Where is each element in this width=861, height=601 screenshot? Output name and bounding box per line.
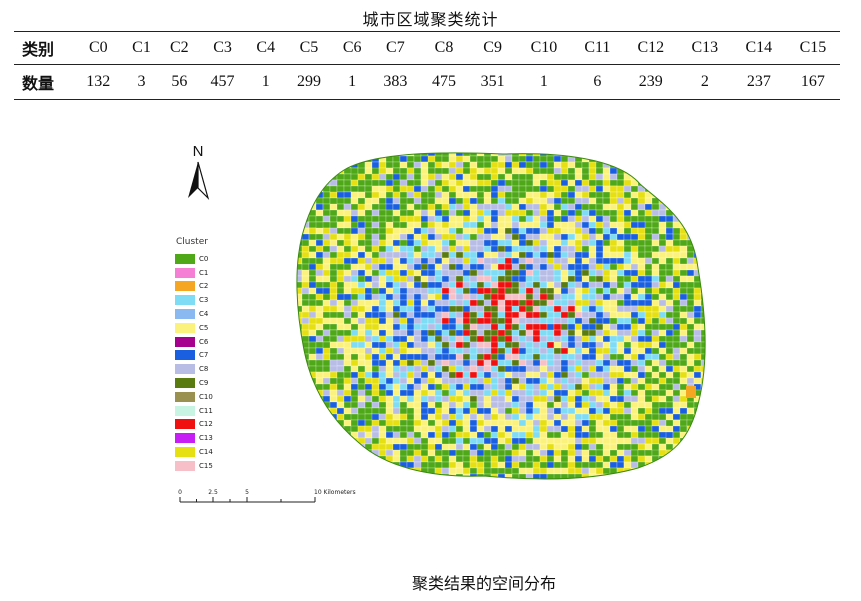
legend-swatch — [175, 433, 195, 444]
count-cell-c12: 239 — [623, 64, 678, 100]
legend-label: C2 — [199, 282, 209, 291]
legend-label: C11 — [199, 406, 213, 415]
north-label: N — [193, 143, 204, 160]
category-cell-c6: C6 — [333, 31, 372, 65]
legend-swatch — [175, 309, 195, 320]
legend-label: C12 — [199, 420, 213, 429]
scale-bar: 0 2.5 5 10 Kilometers — [178, 489, 356, 503]
category-cell-c8: C8 — [419, 31, 469, 65]
category-cell-c1: C1 — [122, 31, 161, 65]
legend-swatch — [175, 267, 195, 278]
legend-item-c2: C2 — [175, 280, 235, 294]
category-cell-c14: C14 — [731, 31, 786, 65]
count-cell-c14: 237 — [731, 64, 786, 100]
legend-swatch — [175, 378, 195, 389]
category-cell-c12: C12 — [623, 31, 678, 65]
legend-label: C8 — [199, 365, 209, 374]
legend-swatch — [175, 322, 195, 333]
cluster-count-table: 类别 C0 C1 C2 C3 C4 C5 C6 C7 C8 C9 C10 C11 C12 C13 C14 C1… — [14, 31, 840, 100]
count-cell-c6: 1 — [333, 64, 372, 100]
legend-label: C4 — [199, 310, 209, 319]
count-cell-c13: 2 — [677, 64, 732, 100]
category-cell-c4: C4 — [246, 31, 285, 65]
legend-item-c6: C6 — [175, 335, 235, 349]
category-cell-c2: C2 — [160, 31, 199, 65]
count-cell-c0: 132 — [74, 64, 123, 100]
legend-item-c13: C13 — [175, 431, 235, 445]
table-count-row: 数量 132 3 56 457 1 299 1 383 475 351 1 6 239 2 237 167 — [14, 64, 840, 100]
legend-item-c12: C12 — [175, 418, 235, 432]
legend-swatch — [175, 350, 195, 361]
legend-swatch — [175, 447, 195, 458]
category-cell-c7: C7 — [371, 31, 420, 65]
legend-label: C9 — [199, 379, 209, 388]
count-cell-c7: 383 — [371, 64, 420, 100]
count-cell-c3: 457 — [198, 64, 247, 100]
legend-item-c9: C9 — [175, 376, 235, 390]
legend-swatch — [175, 295, 195, 306]
legend-label: C13 — [199, 434, 213, 443]
legend-item-c14: C14 — [175, 445, 235, 459]
category-cell-c13: C13 — [677, 31, 732, 65]
legend-items: C0 C1 C2 C3 C4 C5 C6 C7 C8 C9 C10 C11 C12 C13 C14 C15 — [175, 252, 235, 473]
legend-item-c1: C1 — [175, 266, 235, 280]
scale-tick-2-5: 2.5 — [208, 489, 218, 496]
table-title: 城市区域聚类统计 — [362, 10, 499, 29]
legend-swatch — [175, 419, 195, 430]
category-cell-c15: C15 — [785, 31, 840, 65]
legend-swatch — [175, 336, 195, 347]
legend-swatch — [175, 405, 195, 416]
city-boundary — [296, 152, 706, 480]
count-cell-c10: 1 — [516, 64, 571, 100]
figure-caption: 聚类结果的空间分布 — [411, 574, 556, 593]
legend-label: C6 — [199, 337, 209, 346]
category-cell-c9: C9 — [468, 31, 517, 65]
legend-item-c15: C15 — [175, 459, 235, 473]
category-cell-c5: C5 — [284, 31, 334, 65]
legend-swatch — [175, 364, 195, 375]
category-cell-c0: C0 — [74, 31, 123, 65]
map-legend: Cluster C0 C1 C2 C3 C4 C5 C6 C7 C8 C9 C10 C11 C12 C13… — [175, 237, 235, 473]
category-cell-c3: C3 — [198, 31, 247, 65]
table-header-row: 类别 C0 C1 C2 C3 C4 C5 C6 C7 C8 C9 C10 C11 C12 C13 C14 C1… — [14, 31, 840, 65]
legend-label: C5 — [199, 323, 209, 332]
legend-swatch — [175, 460, 195, 471]
legend-item-c11: C11 — [175, 404, 235, 418]
count-cell-c11: 6 — [570, 64, 624, 100]
count-cell-c2: 56 — [160, 64, 199, 100]
legend-label: C1 — [199, 268, 209, 277]
legend-label: C10 — [199, 392, 213, 401]
count-cell-c4: 1 — [246, 64, 285, 100]
count-label-cell: 数量 — [14, 64, 74, 100]
count-cell-c1: 3 — [122, 64, 161, 100]
legend-label: C0 — [199, 254, 209, 263]
category-cell-c10: C10 — [516, 31, 571, 65]
legend-item-c4: C4 — [175, 307, 235, 321]
legend-swatch — [175, 391, 195, 402]
header-label-cell: 类别 — [14, 31, 74, 65]
count-cell-c8: 475 — [419, 64, 469, 100]
legend-swatch — [175, 253, 195, 264]
legend-title: Cluster — [176, 237, 208, 247]
legend-label: C7 — [199, 351, 209, 360]
north-arrow-icon: N — [188, 143, 210, 201]
legend-item-c8: C8 — [175, 362, 235, 376]
legend-label: C3 — [199, 296, 209, 305]
category-cell-c11: C11 — [570, 31, 624, 65]
legend-item-c5: C5 — [175, 321, 235, 335]
legend-item-c0: C0 — [175, 252, 235, 266]
cluster-map — [296, 152, 706, 480]
legend-item-c3: C3 — [175, 293, 235, 307]
legend-label: C15 — [199, 461, 213, 470]
scale-tick-5: 5 — [245, 489, 249, 496]
legend-swatch — [175, 281, 195, 292]
scale-tick-10: 10 Kilometers — [314, 489, 356, 496]
legend-label: C14 — [199, 448, 213, 457]
count-cell-c5: 299 — [284, 64, 334, 100]
scale-tick-0: 0 — [178, 489, 182, 496]
count-cell-c9: 351 — [468, 64, 517, 100]
legend-item-c7: C7 — [175, 349, 235, 363]
legend-item-c10: C10 — [175, 390, 235, 404]
count-cell-c15: 167 — [785, 64, 840, 100]
